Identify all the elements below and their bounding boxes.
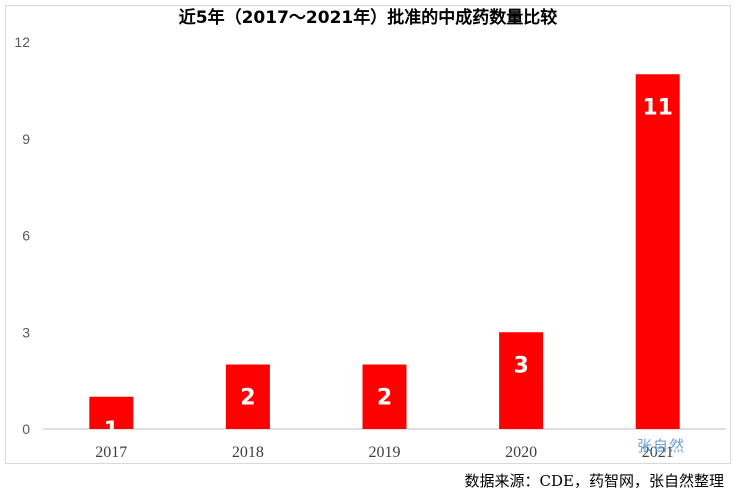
- x-axis-ticks: 2017 2018 2019 2020 2021: [95, 444, 673, 461]
- chart-frame: [5, 5, 731, 464]
- bar-2017: [89, 396, 134, 429]
- source-note: 数据来源：CDE，药智网，张自然整理: [464, 472, 724, 490]
- bar-2018: [225, 364, 270, 429]
- x-tick-label: 2017: [95, 444, 127, 461]
- x-tick-label: 2019: [369, 444, 401, 461]
- data-label: 11: [642, 95, 673, 120]
- bar-2019: [362, 364, 407, 429]
- y-tick-label: 3: [22, 324, 30, 340]
- data-label: 3: [513, 353, 528, 378]
- data-label: 2: [377, 386, 392, 411]
- y-axis-ticks: 0 3 6 9 12: [14, 34, 30, 437]
- chart-title: 近5年（2017～2021年）批准的中成药数量比较: [179, 7, 557, 28]
- x-tick-label: 2021: [642, 444, 674, 461]
- bar-2020: [499, 332, 544, 429]
- bar-2021: [635, 74, 680, 429]
- data-label: 2: [240, 386, 255, 411]
- y-tick-label: 0: [22, 421, 30, 437]
- watermark-text: 张自然: [637, 437, 685, 455]
- data-labels: 1 2 2 3 11: [104, 95, 673, 443]
- y-tick-label: 9: [22, 131, 30, 147]
- x-tick-label: 2018: [232, 444, 264, 461]
- y-tick-label: 12: [14, 34, 30, 50]
- data-label: 1: [104, 418, 119, 443]
- x-tick-label: 2020: [505, 444, 537, 461]
- y-tick-label: 6: [22, 228, 30, 244]
- bars: [89, 74, 680, 429]
